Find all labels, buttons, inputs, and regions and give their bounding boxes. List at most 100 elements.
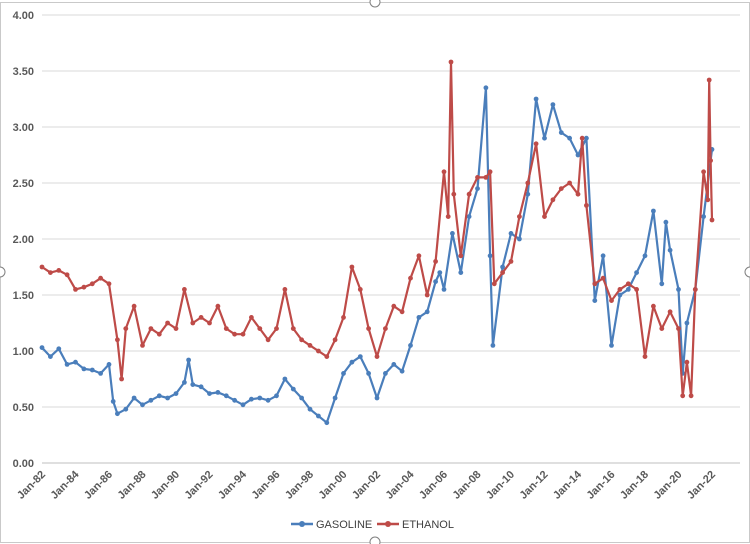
gasoline-point: [542, 135, 547, 141]
gasoline-point: [274, 393, 279, 399]
gasoline-point: [207, 391, 212, 396]
gasoline-point: [190, 382, 196, 387]
gasoline-point: [663, 219, 669, 225]
x-tick-label: Jan-88: [115, 469, 148, 502]
gasoline-point: [173, 391, 179, 396]
legend-gasoline-label: GASOLINE: [316, 519, 372, 531]
gasoline-point: [500, 264, 505, 270]
gasoline-point: [383, 371, 388, 376]
ethanol-point: [165, 320, 171, 326]
ethanol-point: [383, 326, 388, 331]
ethanol-point: [688, 393, 694, 399]
gasoline-point: [39, 345, 45, 350]
gasoline-point: [490, 343, 496, 348]
gasoline-point: [357, 354, 363, 359]
x-tick-label: Jan-86: [82, 469, 115, 502]
gasoline-point: [617, 292, 623, 298]
ethanol-point: [366, 326, 371, 331]
gasoline-point: [131, 395, 137, 401]
gasoline-point: [307, 406, 313, 412]
gasoline-point: [600, 253, 606, 259]
x-tick-label: Jan-16: [584, 469, 617, 502]
ethanol-point: [190, 320, 196, 326]
gasoline-point: [341, 371, 346, 376]
gasoline-line: [41, 86, 714, 424]
gasoline-point: [684, 320, 690, 326]
x-tick-label: Jan-02: [350, 469, 383, 502]
gasoline-point: [316, 413, 321, 419]
ethanol-point: [567, 180, 572, 186]
series-lines: [39, 59, 715, 426]
ethanol-point: [232, 331, 238, 337]
ethanol-point: [676, 326, 681, 331]
ethanol-point: [64, 272, 70, 278]
resize-handle-right[interactable]: [744, 266, 750, 278]
gasoline-point: [123, 406, 129, 412]
gasoline-point: [240, 402, 246, 408]
x-tick-label: Jan-08: [450, 469, 483, 502]
gasoline-point: [332, 395, 338, 401]
x-tick-label: Jan-82: [15, 469, 48, 502]
gasoline-point: [659, 281, 665, 287]
gasoline-point: [433, 279, 438, 284]
gasoline-point: [249, 396, 254, 402]
ethanol-point: [73, 287, 78, 292]
legend-ethanol-marker: [385, 521, 391, 527]
gasoline-point: [265, 397, 271, 403]
ethanol-point: [651, 303, 656, 309]
x-tick-label: Jan-94: [216, 468, 250, 502]
gasoline-point: [215, 390, 221, 395]
legend-gasoline-marker: [299, 521, 305, 527]
y-tick-label: 2.50: [13, 178, 34, 190]
resize-handle-left[interactable]: [0, 266, 6, 278]
ethanol-point: [156, 331, 162, 337]
ethanol-point: [433, 259, 438, 264]
ethanol-point: [441, 169, 447, 175]
gasoline-point: [299, 395, 304, 401]
ethanol-point: [600, 275, 606, 281]
ethanol-point: [408, 275, 413, 281]
ethanol-point: [448, 59, 454, 65]
ethanol-point: [458, 253, 464, 259]
ethanol-point: [558, 186, 564, 192]
ethanol-point: [265, 337, 271, 343]
x-tick-label: Jan-90: [149, 469, 182, 502]
ethanol-point: [617, 287, 623, 292]
x-tick-label: Jan-04: [383, 468, 417, 502]
gasoline-point: [366, 371, 371, 376]
gasoline-point: [416, 315, 422, 320]
ethanol-point: [705, 197, 711, 203]
gridlines: [42, 14, 740, 464]
gasoline-point: [441, 287, 447, 292]
legend: GASOLINE ETHANOL: [291, 519, 454, 531]
gasoline-point: [290, 386, 296, 392]
ethanol-point: [416, 253, 422, 259]
ethanol-point: [391, 303, 397, 309]
gasoline-point: [110, 399, 116, 404]
ethanol-point: [592, 281, 598, 287]
gasoline-point: [115, 411, 120, 417]
ethanol-point: [98, 275, 103, 281]
resize-handle-bottom[interactable]: [369, 536, 381, 544]
ethanol-point: [349, 264, 355, 270]
ethanol-point: [307, 343, 313, 348]
resize-handle-top[interactable]: [369, 0, 381, 8]
x-tick-label: Jan-92: [182, 469, 215, 502]
ethanol-point: [182, 287, 187, 292]
ethanol-point: [533, 141, 539, 147]
y-tick-label: 1.00: [13, 346, 34, 358]
gasoline-point: [165, 395, 171, 401]
x-tick-label: Jan-18: [618, 469, 651, 502]
x-tick-label: Jan-12: [517, 469, 550, 502]
x-tick-label: Jan-10: [484, 469, 517, 502]
ethanol-point: [399, 309, 405, 315]
ethanol-point: [424, 292, 430, 298]
gasoline-point: [198, 384, 204, 390]
ethanol-point: [550, 197, 556, 203]
gasoline-point: [81, 366, 87, 372]
gasoline-point: [483, 85, 489, 91]
x-tick-label: Jan-96: [249, 469, 282, 502]
ethanol-point: [257, 326, 263, 331]
ethanol-point: [173, 326, 179, 331]
